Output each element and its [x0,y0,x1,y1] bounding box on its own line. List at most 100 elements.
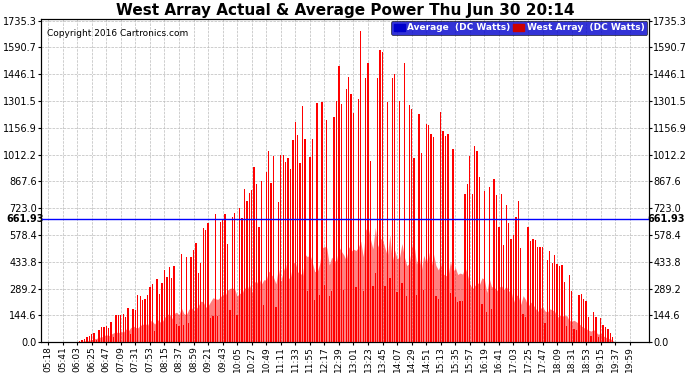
Bar [91,334,92,342]
Bar [149,287,150,342]
Text: 661.93: 661.93 [6,214,43,225]
Bar [508,223,509,342]
Bar [479,177,480,342]
Bar [515,217,517,342]
Bar [128,308,129,342]
Title: West Array Actual & Average Power Thu Jun 30 20:14: West Array Actual & Average Power Thu Ju… [116,3,574,18]
Bar [304,140,306,342]
Bar [382,52,383,342]
Bar [86,337,88,342]
Bar [159,294,160,342]
Bar [168,267,170,342]
Bar [275,307,277,342]
Bar [309,157,310,342]
Bar [135,310,136,342]
Bar [575,330,577,342]
Bar [530,241,531,342]
Bar [602,325,604,342]
Bar [450,294,451,342]
Bar [280,156,282,342]
Bar [282,155,284,342]
Bar [217,316,219,342]
Bar [152,284,153,342]
Bar [123,314,124,342]
Bar [411,109,413,342]
Bar [331,291,333,342]
Text: 661.93: 661.93 [647,214,684,225]
Bar [566,326,567,342]
Legend: Average  (DC Watts), West Array  (DC Watts): Average (DC Watts), West Array (DC Watts… [391,21,647,35]
Bar [277,202,279,342]
Bar [377,78,378,342]
Bar [365,78,366,342]
Bar [96,340,97,342]
Bar [380,50,381,342]
Bar [607,329,609,342]
Bar [307,291,308,342]
Bar [370,161,371,342]
Bar [353,113,354,342]
Bar [591,336,592,342]
Bar [246,201,248,342]
Bar [498,227,500,342]
Bar [387,102,388,342]
Bar [322,102,323,342]
Bar [435,296,437,342]
Bar [106,326,107,342]
Bar [178,326,179,342]
Bar [83,339,85,342]
Bar [588,317,589,342]
Bar [464,194,466,342]
Bar [571,291,572,342]
Bar [569,275,570,342]
Bar [433,137,434,342]
Bar [188,322,189,342]
Bar [297,135,298,342]
Bar [79,341,80,342]
Bar [302,106,303,342]
Bar [518,201,519,342]
Bar [491,309,492,342]
Bar [164,270,165,342]
Bar [346,89,347,342]
Bar [413,158,415,342]
Bar [554,255,555,342]
Bar [157,279,158,342]
Bar [270,183,272,342]
Bar [513,235,514,342]
Bar [392,78,393,342]
Bar [312,140,313,342]
Bar [232,217,233,342]
Bar [324,285,325,342]
Bar [81,340,83,342]
Bar [338,66,339,342]
Bar [372,286,373,342]
Bar [501,194,502,342]
Bar [317,103,318,342]
Bar [256,184,257,342]
Bar [452,148,453,342]
Bar [493,179,495,342]
Bar [559,266,560,342]
Bar [200,263,201,342]
Bar [595,318,597,342]
Bar [440,112,442,342]
Bar [416,295,417,342]
Bar [469,156,471,342]
Bar [273,156,274,342]
Bar [605,327,607,342]
Bar [551,263,553,342]
Bar [215,214,216,342]
Bar [147,296,148,342]
Bar [445,135,446,342]
Bar [244,189,245,342]
Bar [581,294,582,342]
Bar [227,244,228,342]
Bar [375,273,376,342]
Bar [540,247,541,342]
Bar [549,251,551,342]
Bar [251,190,253,342]
Bar [357,99,359,342]
Bar [176,324,177,342]
Bar [578,296,580,342]
